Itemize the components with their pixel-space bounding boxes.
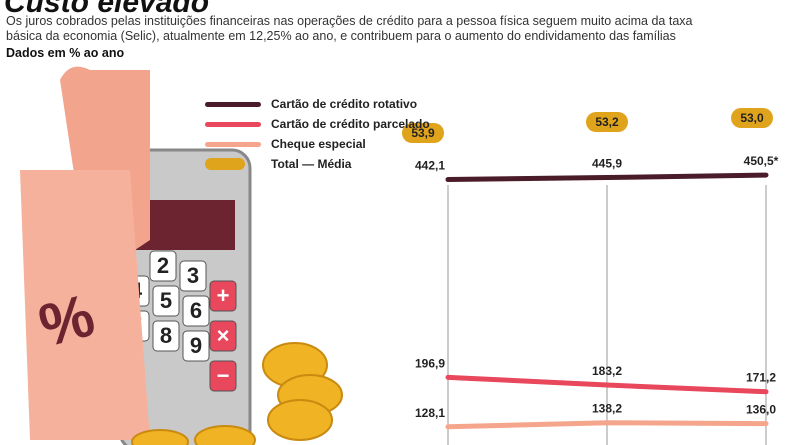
units-label: Dados em % ao ano (6, 46, 125, 60)
data-label: 450,5* (744, 154, 779, 168)
calculator-key (182, 295, 210, 327)
calculator-key-label: − (217, 363, 230, 388)
legend-rotativo: Cartão de crédito rotativo (205, 94, 430, 114)
page-title: Custo elevado (4, 0, 210, 19)
calculator-key-label: 8 (160, 323, 172, 348)
data-label: 183,2 (592, 364, 622, 378)
calculator-key (209, 320, 237, 352)
calculator-key-label: 5 (160, 288, 172, 313)
calculator-key (179, 260, 207, 292)
legend: Cartão de crédito rotativo Cartão de cré… (205, 94, 430, 174)
data-label: 442,1 (415, 159, 445, 173)
calculator-key (152, 285, 180, 317)
data-label: 138,2 (592, 402, 622, 416)
receipt-icon (20, 170, 150, 440)
data-label: 196,9 (415, 356, 445, 370)
calculator-key-label: × (217, 323, 230, 348)
total-pill (586, 112, 628, 132)
calculator-key-label: + (217, 283, 230, 308)
legend-parcelado: Cartão de crédito parcelado (205, 114, 430, 134)
total-label: 53,0 (740, 111, 764, 125)
data-label: 128,1 (415, 406, 445, 420)
calculator-key (152, 320, 180, 352)
calculator-key (149, 250, 177, 282)
total-label: 53,2 (595, 115, 619, 129)
coins-icon (131, 342, 343, 445)
data-label: 445,9 (592, 157, 622, 171)
series-line-2 (445, 374, 769, 395)
total-label: 53,9 (411, 126, 435, 140)
calculator-key (209, 280, 237, 312)
data-label: 136,0 (746, 403, 776, 417)
legend-total: Total — Média (205, 154, 430, 174)
series-line-1 (445, 172, 769, 183)
total-pill (731, 108, 773, 128)
calculator-key-label: 9 (190, 333, 202, 358)
calculator-key-label: 3 (187, 263, 199, 288)
data-label: 171,2 (746, 371, 776, 385)
subtitle: Os juros cobrados pelas instituições fin… (6, 14, 693, 43)
legend-cheque: Cheque especial (205, 134, 430, 154)
calculator-key (182, 330, 210, 362)
total-pill (402, 123, 444, 143)
calculator-key-label: 6 (190, 298, 202, 323)
series-line-3 (445, 420, 769, 430)
calculator-key-label: 2 (157, 253, 169, 278)
calculator-key (209, 360, 237, 392)
